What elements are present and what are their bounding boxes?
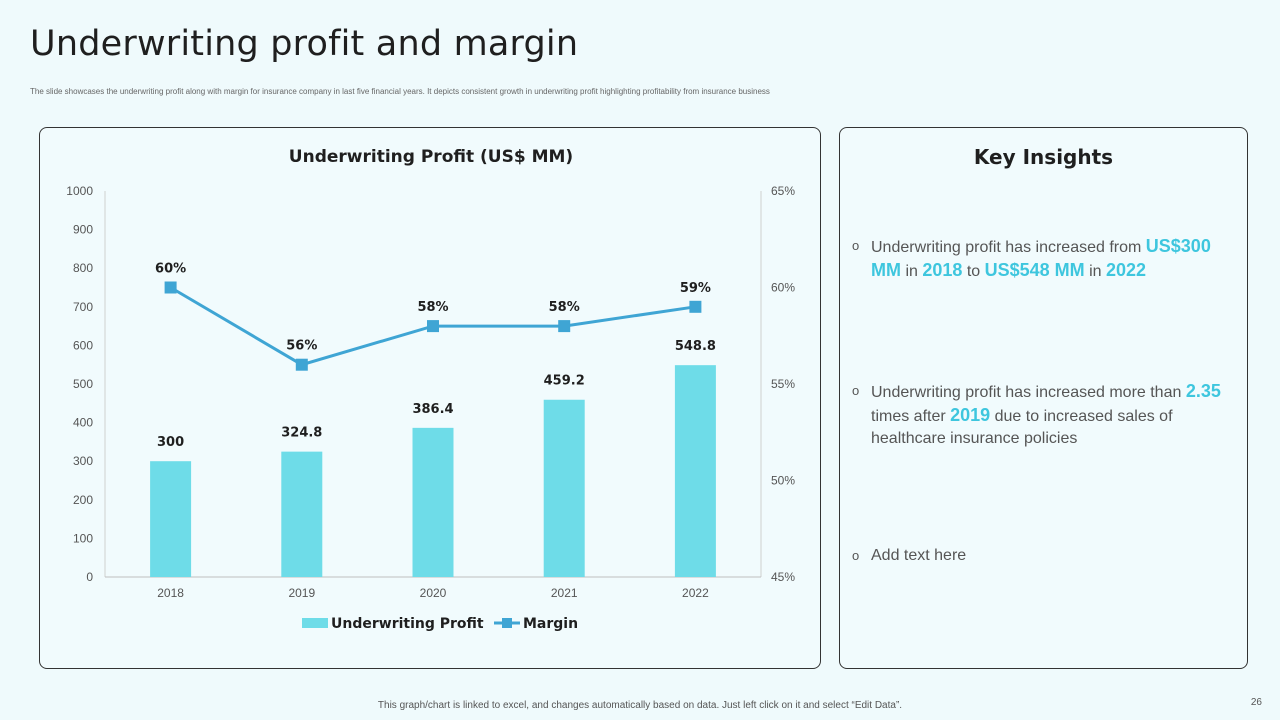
margin-point: [558, 320, 571, 333]
margin-point: [164, 281, 177, 294]
margin-point: [427, 320, 439, 333]
y-tick-label: 600: [73, 338, 93, 352]
bar-underwriting-profit: [674, 365, 716, 577]
margin-data-label: 60%: [155, 262, 186, 277]
y-tick-label: 0: [86, 570, 93, 584]
x-tick-label: 2018: [157, 586, 184, 600]
chart-panel[interactable]: Underwriting Profit (US$ MM) 0 100 200 300 40…: [39, 127, 821, 669]
combo-chart[interactable]: Underwriting Profit (US$ MM) 0 100 200 300 40…: [40, 128, 822, 670]
page-number: 26: [1250, 697, 1262, 708]
legend-line-marker: [502, 618, 512, 628]
margin-data-label: 58%: [417, 300, 448, 315]
bar-data-label: 386.4: [412, 402, 453, 417]
y-tick-label: 400: [73, 416, 93, 430]
footer-note: This graph/chart is linked to excel, and…: [377, 700, 903, 711]
bar-underwriting-profit: [412, 427, 454, 577]
insight-item-2: o Underwriting profit has increased more…: [852, 380, 1232, 450]
y-tick-label: 200: [73, 493, 93, 507]
margin-data-label: 56%: [286, 339, 317, 354]
bullet-icon: o: [852, 238, 860, 253]
bar-data-label: 324.8: [281, 426, 322, 441]
y-tick-label: 700: [73, 300, 93, 314]
bar-data-label: 548.8: [675, 339, 716, 354]
margin-point: [689, 300, 702, 313]
y2-tick-label: 60%: [771, 281, 795, 295]
insight-item-3: o Add text here: [852, 545, 1232, 567]
page-subtitle: The slide showcases the underwriting pro…: [30, 87, 770, 96]
y2-tick-label: 65%: [771, 184, 795, 198]
legend-line-label: Margin: [523, 616, 578, 632]
bar-underwriting-profit: [150, 461, 192, 577]
insights-title: Key Insights: [973, 145, 1114, 169]
x-tick-label: 2021: [551, 586, 578, 600]
insight-text-3: Add text here: [871, 547, 967, 564]
bar-underwriting-profit: [281, 451, 323, 577]
key-insights-panel: Key Insights o Underwriting profit has i…: [839, 127, 1248, 669]
y-tick-label: 100: [73, 531, 93, 545]
bullet-icon: o: [852, 548, 860, 563]
bar-underwriting-profit: [543, 399, 585, 577]
insight-text-1: Underwriting profit has increased from U…: [871, 236, 1211, 280]
chart-title: Underwriting Profit (US$ MM): [289, 147, 573, 167]
y-tick-label: 300: [73, 454, 93, 468]
margin-point: [295, 358, 308, 371]
y2-tick-label: 50%: [771, 474, 795, 488]
x-tick-label: 2020: [420, 586, 447, 600]
y2-tick-label: 55%: [771, 377, 795, 391]
margin-data-label: 58%: [549, 300, 580, 315]
bar-data-label: 459.2: [544, 374, 585, 389]
y-tick-label: 900: [73, 223, 93, 237]
legend-bar-label: Underwriting Profit: [331, 616, 484, 632]
bullet-icon: o: [852, 383, 860, 398]
insight-text-2: Underwriting profit has increased more t…: [871, 381, 1221, 447]
bar-data-label: 300: [157, 435, 184, 450]
x-tick-label: 2019: [288, 586, 315, 600]
y-tick-label: 800: [73, 261, 93, 275]
insight-item-1: o Underwriting profit has increased from…: [852, 235, 1232, 283]
y2-tick-label: 45%: [771, 570, 795, 584]
x-tick-label: 2022: [682, 586, 709, 600]
y-tick-label: 500: [73, 377, 93, 391]
page-title: Underwriting profit and margin: [30, 24, 579, 64]
margin-data-label: 59%: [680, 281, 711, 296]
legend-bar-swatch: [302, 618, 328, 628]
y-tick-label: 1000: [66, 184, 93, 198]
